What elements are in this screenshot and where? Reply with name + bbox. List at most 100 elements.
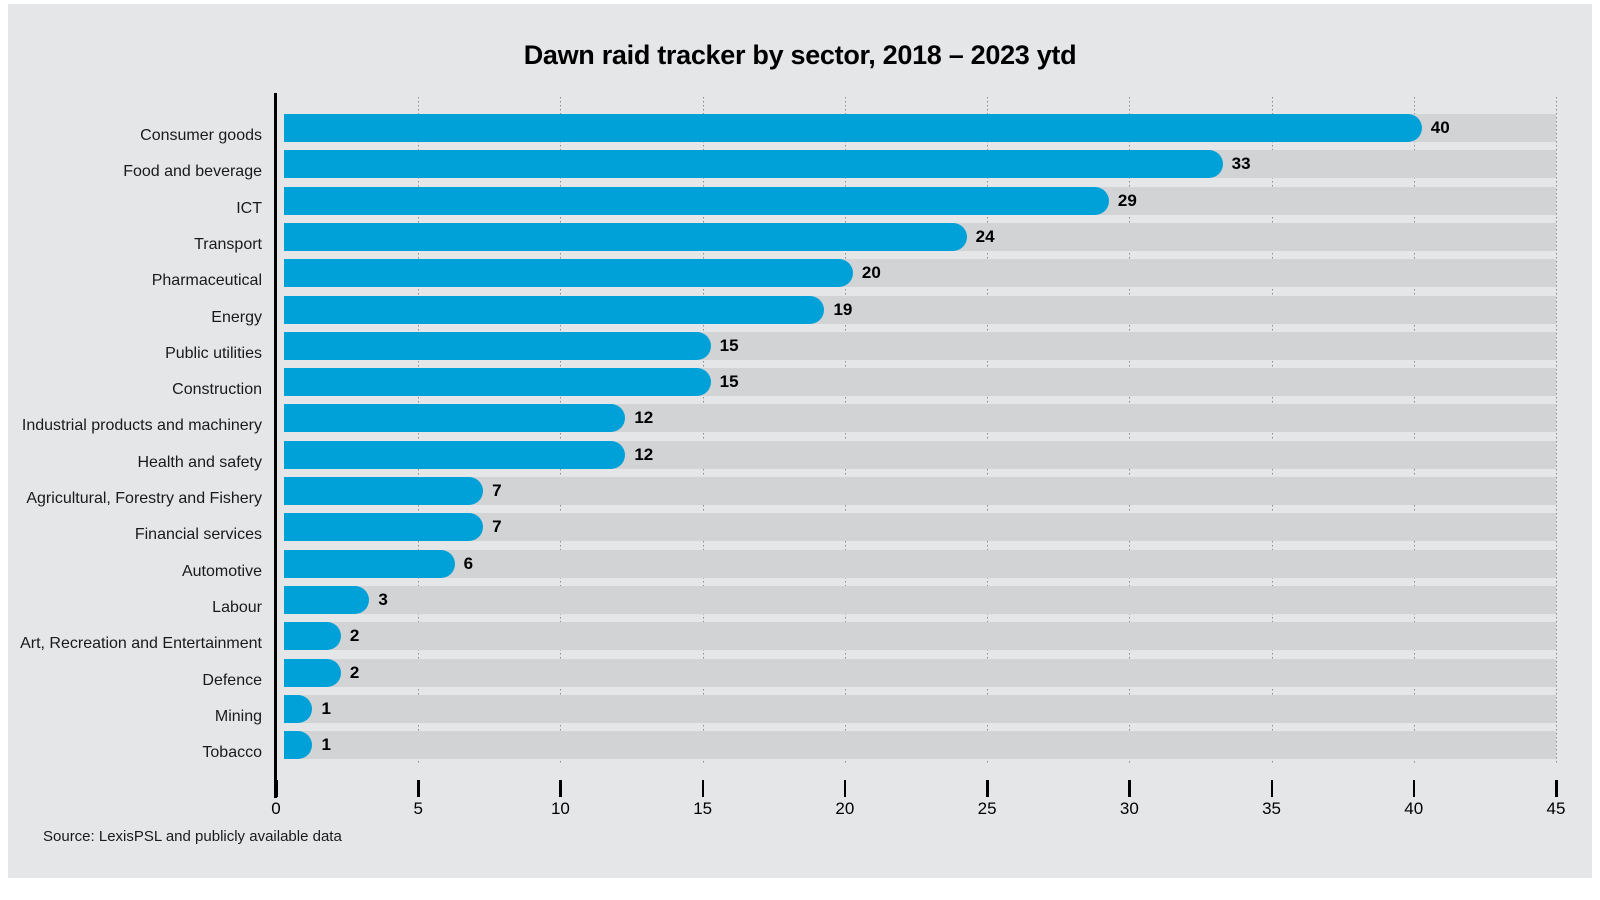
bar-row: 24 bbox=[284, 222, 1556, 251]
bar-row: 12 bbox=[284, 440, 1556, 469]
tick-mark-10 bbox=[559, 780, 562, 797]
tick-mark-15 bbox=[701, 780, 705, 797]
tick-label-5: 5 bbox=[413, 799, 423, 818]
bar-value-label: 1 bbox=[321, 698, 331, 718]
chart-title: Dawn raid tracker by sector, 2018 – 2023… bbox=[523, 40, 1077, 70]
bar-value-label: 6 bbox=[463, 553, 474, 573]
category-label: Automotive bbox=[181, 562, 262, 580]
bar bbox=[284, 585, 370, 614]
tick-label-0: 0 bbox=[271, 799, 281, 818]
tick-mark-40 bbox=[1412, 780, 1416, 797]
bar-row: 2 bbox=[284, 622, 1556, 651]
bar-value-label: 33 bbox=[1231, 154, 1251, 174]
bar-value-label: 20 bbox=[861, 263, 881, 283]
bar-row: 29 bbox=[284, 186, 1556, 215]
bar-value-label: 15 bbox=[719, 335, 739, 355]
bar-row: 1 bbox=[284, 731, 1556, 760]
category-label: Public utilities bbox=[165, 344, 262, 362]
bar-row: 6 bbox=[284, 549, 1556, 578]
bar-track bbox=[284, 658, 1556, 687]
bar bbox=[284, 658, 341, 687]
bar-value-label: 15 bbox=[719, 372, 739, 392]
bar bbox=[284, 440, 626, 469]
category-label: Mining bbox=[214, 707, 262, 725]
bar-row: 15 bbox=[284, 368, 1556, 397]
bar bbox=[284, 731, 313, 760]
bar-value-label: 1 bbox=[321, 735, 331, 755]
bar bbox=[284, 622, 341, 651]
bar bbox=[284, 186, 1109, 215]
bar bbox=[284, 331, 711, 360]
bar-row: 19 bbox=[284, 295, 1556, 324]
tick-mark-5 bbox=[417, 780, 420, 797]
tick-label-35: 35 bbox=[1262, 799, 1281, 818]
bar bbox=[284, 513, 484, 542]
bar bbox=[284, 150, 1223, 179]
bar-value-label: 19 bbox=[833, 299, 853, 319]
tick-mark-0 bbox=[275, 780, 278, 797]
category-label: Defence bbox=[202, 671, 262, 689]
bar-value-label: 12 bbox=[634, 408, 654, 428]
bar bbox=[284, 549, 455, 578]
x-axis-ticks: 0 5 10 15 20 25 30 35 40 45 bbox=[271, 780, 1565, 820]
y-axis-line bbox=[274, 93, 277, 798]
plot-area: 40 33 29 24 20 19 15 15 12 12 7 7 6 3 2 2 1 1 bbox=[276, 93, 1557, 765]
bar-row: 33 bbox=[284, 150, 1556, 179]
bar-value-label: 7 bbox=[492, 481, 502, 500]
category-label: Agricultural, Forestry and Fishery bbox=[26, 490, 262, 507]
bar-value-label: 12 bbox=[634, 444, 654, 464]
bar-row: 7 bbox=[284, 477, 1556, 505]
bar-track bbox=[284, 731, 1556, 760]
category-label: Health and safety bbox=[137, 453, 262, 471]
tick-label-20: 20 bbox=[835, 799, 855, 818]
bar-value-label: 7 bbox=[492, 517, 502, 537]
bar-value-label: 40 bbox=[1430, 118, 1450, 137]
category-label: Art, Recreation and Entertainment bbox=[20, 635, 262, 653]
source-note: Source: LexisPSL and publicly available … bbox=[43, 828, 342, 845]
category-label: Consumer goods bbox=[140, 127, 262, 144]
bar-track bbox=[284, 694, 1556, 723]
category-label: Construction bbox=[172, 381, 262, 399]
bar-value-label: 3 bbox=[378, 589, 388, 609]
bar-row: 3 bbox=[284, 585, 1556, 614]
tick-label-30: 30 bbox=[1119, 799, 1139, 818]
category-labels: Consumer goods Food and beverage ICT Transp… bbox=[0, 97, 262, 767]
category-label: Transport bbox=[194, 235, 262, 253]
bar-track bbox=[284, 622, 1556, 651]
bar-track bbox=[284, 513, 1556, 542]
category-label: ICT bbox=[236, 199, 262, 217]
category-label: Industrial products and machinery bbox=[21, 417, 262, 435]
bar bbox=[284, 259, 853, 288]
bar-row: 7 bbox=[284, 513, 1556, 542]
bar bbox=[284, 477, 484, 505]
bar-row: 15 bbox=[284, 331, 1556, 360]
bar-value-label: 29 bbox=[1117, 190, 1137, 210]
category-label: Food and beverage bbox=[123, 163, 262, 181]
bar-track bbox=[284, 585, 1556, 614]
tick-label-45: 45 bbox=[1546, 799, 1566, 818]
bar-row: 12 bbox=[284, 404, 1556, 433]
bar bbox=[284, 222, 967, 251]
tick-label-40: 40 bbox=[1404, 799, 1424, 818]
tick-mark-30 bbox=[1128, 780, 1131, 797]
tick-mark-20 bbox=[843, 780, 847, 797]
tick-label-25: 25 bbox=[977, 799, 997, 818]
category-label: Pharmaceutical bbox=[151, 272, 262, 290]
category-label: Energy bbox=[211, 308, 262, 326]
tick-mark-25 bbox=[986, 780, 989, 797]
bar-row: 2 bbox=[284, 658, 1556, 687]
tick-mark-35 bbox=[1270, 780, 1274, 797]
bar bbox=[284, 114, 1422, 142]
bar bbox=[284, 694, 313, 723]
bar-track bbox=[284, 549, 1556, 578]
category-label: Labour bbox=[212, 598, 262, 616]
category-label: Tobacco bbox=[202, 744, 262, 762]
tick-mark-45 bbox=[1555, 780, 1558, 797]
bar-track bbox=[284, 477, 1556, 505]
bar-row: 40 bbox=[284, 114, 1556, 142]
bar-value-label: 2 bbox=[349, 626, 360, 646]
tick-label-10: 10 bbox=[550, 799, 570, 818]
bar bbox=[284, 368, 711, 397]
bar bbox=[284, 295, 825, 324]
bar bbox=[284, 404, 626, 433]
